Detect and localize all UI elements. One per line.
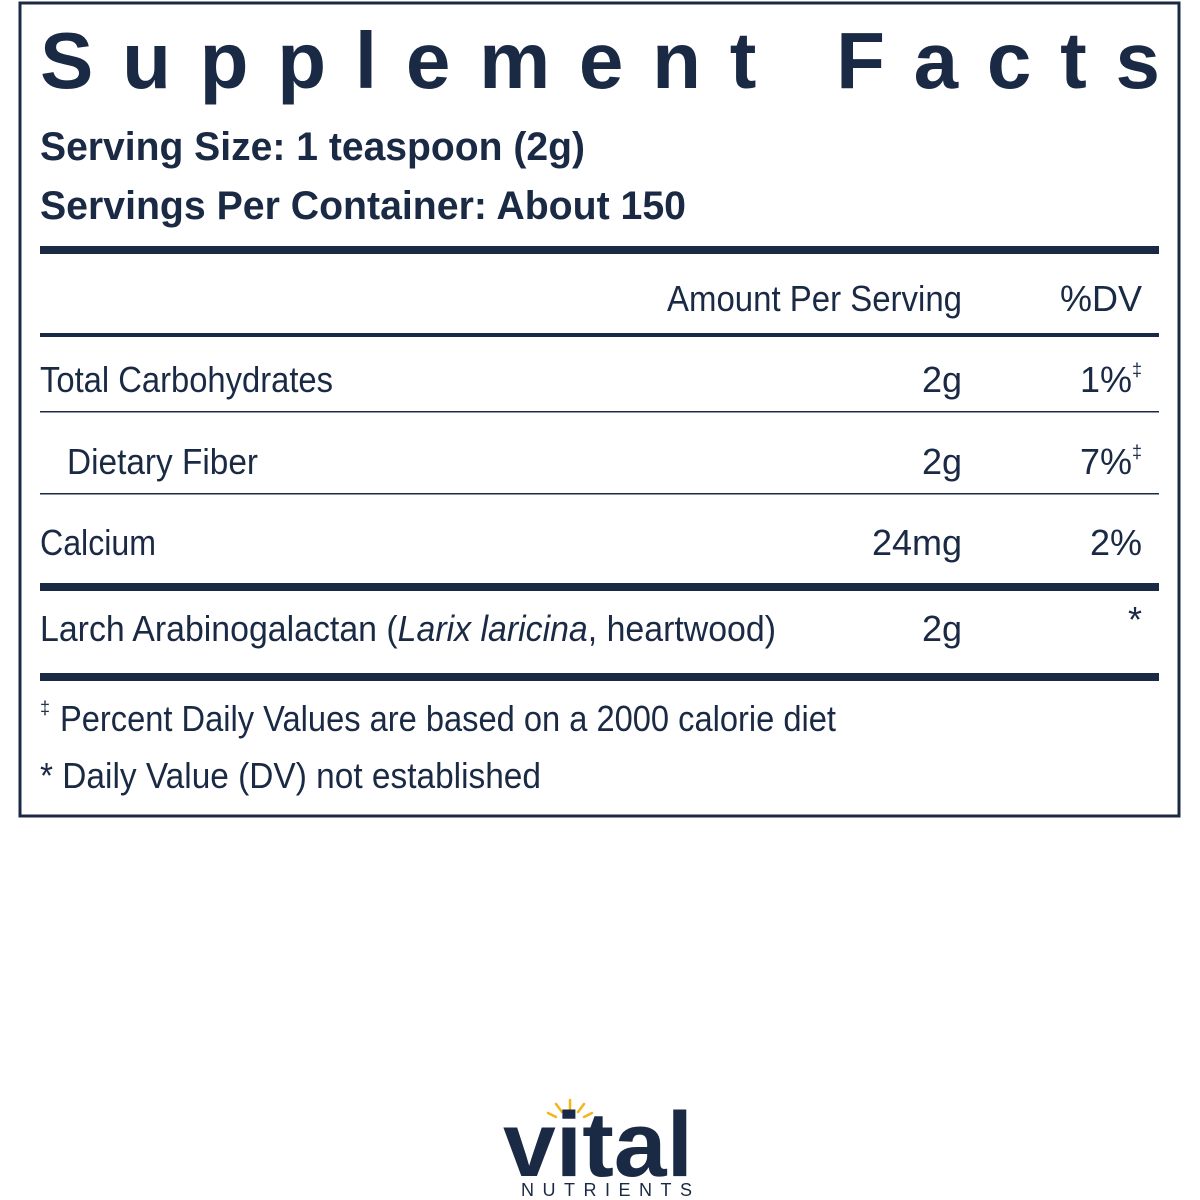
thick-rule (40, 246, 1159, 254)
dv-value: 1% (1080, 359, 1132, 400)
row-dv: 1%‡ (1080, 359, 1142, 400)
name-part: , heartwood) (588, 608, 776, 649)
title: Supplement Facts (40, 16, 1160, 105)
dv-mark: ‡ (1132, 442, 1142, 462)
row-amount: 2g (922, 441, 962, 482)
header-amount: Amount Per Serving (667, 278, 962, 319)
servings-per-container: Servings Per Container: About 150 (40, 184, 686, 228)
name-part: Larch Arabinogalactan ( (40, 608, 398, 649)
thick-rule (40, 673, 1159, 681)
dv-mark: ‡ (1132, 360, 1142, 380)
row-amount: 2g (922, 359, 962, 400)
row-name: Total Carbohydrates (40, 359, 333, 400)
footnote: Percent Daily Values are based on a 2000… (60, 698, 836, 739)
brand-tagline: NUTRIENTS (521, 1180, 692, 1200)
row-name: Larch Arabinogalactan (Larix laricina, h… (40, 608, 776, 649)
rule (40, 333, 1159, 337)
name-part: Total Carbohydrates (40, 359, 333, 400)
thin-rule (40, 493, 1159, 495)
header-dv: %DV (1060, 278, 1142, 319)
serving-size: Serving Size: 1 teaspoon (2g) (40, 125, 585, 169)
name-part-italic: Larix laricina (398, 608, 588, 649)
row-name: Dietary Fiber (67, 441, 258, 482)
row-dv: 2% (1090, 522, 1142, 563)
row-dv: 7%‡ (1080, 441, 1142, 482)
name-part: Calcium (40, 522, 156, 563)
footnote-mark: ‡ (40, 698, 50, 718)
brand-name: vital (503, 1094, 693, 1196)
row-amount: 24mg (872, 522, 962, 563)
logo-sun (546, 1098, 594, 1119)
row-amount: 2g (922, 608, 962, 649)
thick-rule (40, 583, 1159, 591)
row-name: Calcium (40, 522, 156, 563)
label-border (18, 1, 1181, 818)
thin-rule (40, 411, 1159, 413)
row-dv: * (1128, 599, 1142, 640)
name-part: Dietary Fiber (67, 441, 258, 482)
dv-value: 7% (1080, 441, 1132, 482)
footnote: * Daily Value (DV) not established (40, 755, 541, 796)
